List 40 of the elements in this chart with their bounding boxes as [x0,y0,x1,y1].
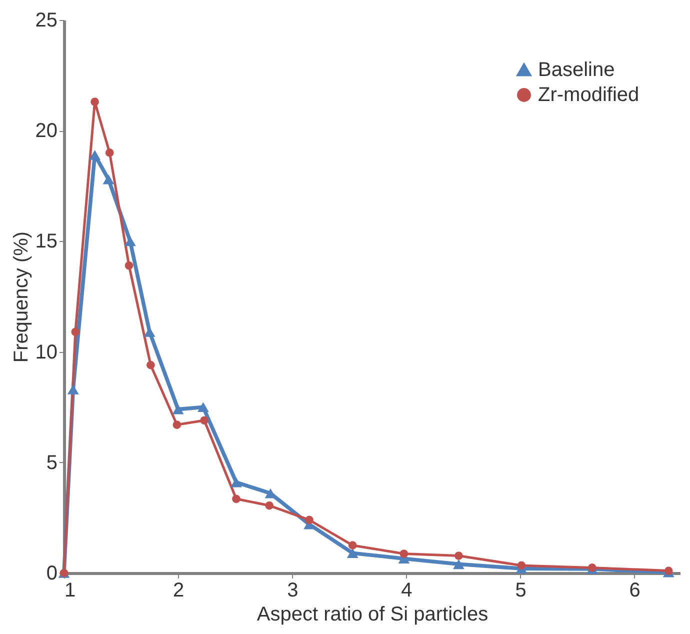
x-tick-label: 2 [173,580,184,602]
point [90,98,99,106]
point [265,501,274,510]
point [454,552,463,560]
point [400,550,408,558]
y-tick-label: 0 [46,562,58,584]
point [71,328,80,336]
point [146,360,155,370]
x-tick-label: 5 [515,580,526,602]
x-axis-title: Aspect ratio of Si particles [256,604,488,626]
point [346,548,358,558]
point [232,494,240,504]
point [517,561,526,570]
point [664,566,673,575]
y-tick-label: 5 [46,452,58,474]
point [105,148,114,157]
legend-label: Zr-modified [538,84,640,106]
y-axis-title: Frequency (%) [10,231,32,363]
x-tick-label: 4 [401,580,412,602]
point [89,150,100,160]
point [102,174,114,184]
point [305,516,314,524]
point [172,420,182,429]
point [67,384,79,394]
x-tick-label: 3 [287,580,298,602]
point [172,404,184,414]
point [230,477,242,488]
legend-label: Baseline [538,59,615,81]
y-tick-label: 25 [35,10,58,32]
x-tick-label: 6 [629,580,640,602]
point [200,416,208,425]
y-tick-label: 15 [35,230,58,253]
point [124,236,136,246]
point [452,559,464,570]
y-tick-label: 20 [35,120,58,142]
x-tick-label: 1 [64,580,76,602]
point [197,402,209,412]
y-tick-label: 10 [35,341,58,364]
point [124,261,134,270]
point [348,541,357,550]
